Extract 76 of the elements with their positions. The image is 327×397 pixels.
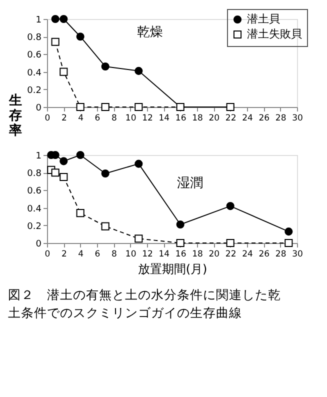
x-tick-label: 30 [292,114,303,124]
point [134,102,143,112]
y-axis-title: 生存率 [8,94,22,138]
x-tick-label: 18 [192,114,203,124]
x-tick-label: 0 [44,114,50,124]
x-tick-label: 10 [125,114,136,124]
annotation: 乾燥 [137,25,163,40]
x-tick-label: 4 [78,250,84,260]
point [101,222,110,230]
point [101,102,110,112]
point [134,160,143,168]
y-tick-label: 0.8 [27,169,42,180]
x-tick-label: 2 [61,114,67,124]
point [60,14,68,24]
x-tick-label: 14 [158,114,170,124]
point [51,38,60,46]
x-tick-label: 14 [158,250,170,260]
x-tick-label: 28 [275,114,286,124]
x-tick-label: 24 [242,114,253,124]
caption: 図２ 潜土の有無と土の水分条件に関連した乾土条件でのスクミリンゴガイの生存曲線 [8,287,281,320]
x-tick-label: 8 [111,114,117,124]
y-tick-label: 0 [36,104,42,114]
x-tick-label: 16 [175,250,186,260]
point [101,62,110,71]
point [76,209,84,218]
point [176,238,184,248]
x-tick-label: 26 [258,114,270,124]
x-tick-label: 12 [142,114,153,124]
point [101,169,110,178]
x-tick-label: 28 [275,250,286,260]
y-tick-label: 0.4 [27,68,42,78]
point [284,228,293,236]
x-tick-label: 22 [225,250,236,260]
point [60,157,68,166]
point [60,172,68,182]
x-tick-label: 12 [142,250,153,260]
point [76,102,84,112]
y-tick-label: 1 [36,16,42,26]
x-tick-label: 4 [78,114,84,124]
y-tick-label: 0.6 [27,50,42,61]
point [51,168,60,177]
y-tick-label: 0.2 [27,86,42,96]
point [226,238,234,248]
y-tick-label: 0.4 [27,204,42,214]
point [176,220,184,229]
point [134,234,143,243]
x-tick-label: 18 [192,250,203,260]
x-axis-title: 放置期間(月) [138,262,208,276]
y-tick-label: 0.8 [27,33,42,44]
x-tick-label: 6 [94,114,100,124]
x-tick-label: 20 [208,250,220,260]
legend-label: 潜土失敗貝 [247,28,302,40]
y-tick-label: 0.2 [27,222,42,232]
x-tick-label: 24 [242,250,253,260]
x-tick-label: 16 [175,114,186,124]
legend-label: 潜土貝 [247,12,280,26]
x-tick-label: 26 [258,250,270,260]
x-tick-label: 0 [44,250,50,260]
x-tick-label: 22 [225,114,236,124]
point [76,150,84,160]
y-tick-label: 1 [36,152,42,162]
point [134,66,143,75]
point [284,238,293,248]
point [76,32,84,41]
point [226,202,234,210]
point [60,68,68,76]
y-tick-label: 0.6 [27,186,42,197]
point [51,14,60,24]
x-tick-label: 6 [94,250,100,260]
x-tick-label: 10 [125,250,136,260]
y-tick-label: 0 [36,240,42,250]
x-tick-label: 8 [111,250,117,260]
annotation: 湿潤 [177,176,203,191]
x-tick-label: 2 [61,250,67,260]
x-tick-label: 20 [208,114,220,124]
x-tick-label: 30 [292,250,303,260]
